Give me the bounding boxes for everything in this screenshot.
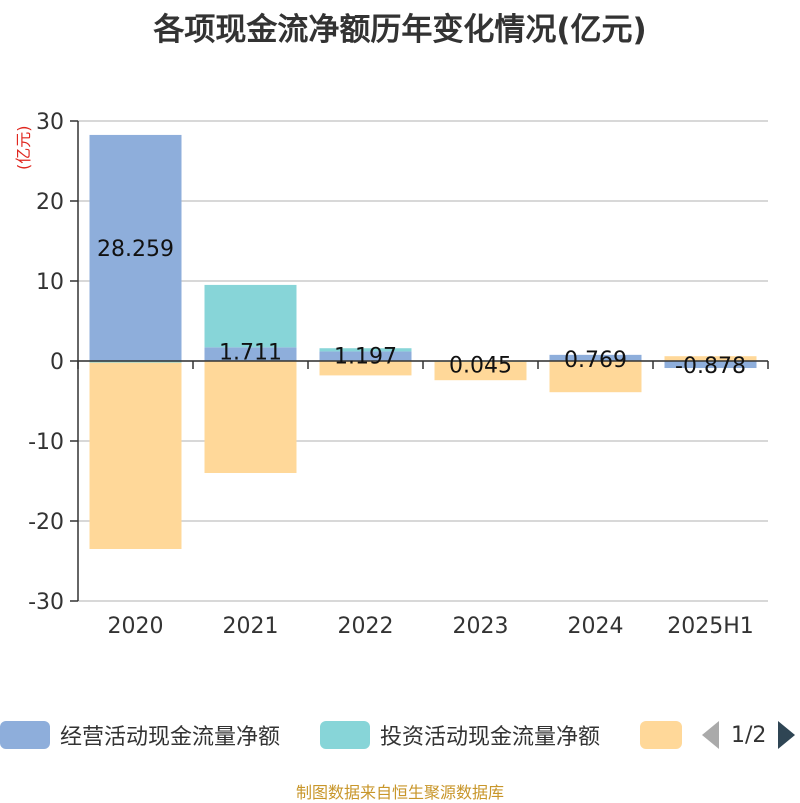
bar-3-2021 [204, 361, 297, 473]
data-label: -0.878 [675, 354, 746, 379]
data-labels: 28.259 1.711 1.197 0.045 0.769 -0.878 [97, 237, 746, 379]
legend-item-operating[interactable]: 经营活动现金流量净额 [0, 720, 280, 750]
y-tick-label: 20 [36, 190, 64, 215]
bar-3-2023 [434, 361, 527, 381]
y-tick-label: -10 [28, 430, 64, 455]
bar-series [89, 134, 757, 549]
x-tick-label: 2021 [223, 614, 279, 639]
y-tick-label: -30 [28, 590, 64, 615]
bar-3-2022 [319, 361, 412, 376]
legend-prev-page-icon[interactable] [702, 721, 719, 749]
y-tick-label: -20 [28, 510, 64, 535]
legend-label-investing: 投资活动现金流量净额 [380, 725, 601, 750]
bar-1-2021 [204, 347, 297, 361]
bar-1-2025H1 [664, 361, 757, 369]
bar-3-2020 [89, 362, 182, 549]
bar-3-2025H1 [664, 356, 757, 361]
axes: -30 -20 -10 0 10 20 30 2020 2021 2022 2023 2024 2025… [28, 110, 769, 639]
y-tick-label: 0 [50, 350, 64, 375]
legend-label-operating: 经营活动现金流量净额 [60, 725, 281, 750]
y-tick-label: 30 [36, 110, 64, 135]
x-tick-label: 2022 [338, 614, 394, 639]
legend-pager: 1/2 [702, 718, 796, 752]
bar-2-2021 [204, 284, 297, 348]
chart-title: 各项现金流净额历年变化情况(亿元) [153, 12, 647, 48]
bar-1-2022 [319, 351, 412, 361]
legend-swatch-investing [320, 721, 370, 749]
x-tick-label: 2024 [568, 614, 624, 639]
data-label: 28.259 [97, 237, 174, 262]
bar-1-2024 [549, 354, 642, 361]
x-tick-label: 2023 [453, 614, 509, 639]
legend-page-indicator: 1/2 [731, 722, 767, 748]
bar-1-2020 [89, 134, 182, 361]
x-tick-label: 2020 [108, 614, 164, 639]
data-source-note: 制图数据来自恒生聚源数据库 [295, 783, 504, 802]
bar-2-2022 [319, 348, 412, 352]
data-label: 0.769 [564, 348, 627, 373]
legend-item-financing[interactable] [640, 720, 682, 750]
legend-swatch-financing [640, 721, 682, 749]
legend-item-investing[interactable]: 投资活动现金流量净额 [320, 720, 600, 750]
data-label: 1.711 [219, 340, 282, 365]
legend: 经营活动现金流量净额 投资活动现金流量净额 [0, 714, 800, 754]
legend-next-page-icon[interactable] [778, 721, 796, 749]
bar-2-2020 [89, 361, 182, 363]
x-tick-label: 2025H1 [667, 614, 754, 639]
data-label: 1.197 [334, 344, 397, 369]
y-tick-label: 10 [36, 270, 64, 295]
data-label: 0.045 [449, 354, 512, 379]
legend-swatch-operating [0, 721, 50, 749]
bar-3-2024 [549, 361, 642, 393]
